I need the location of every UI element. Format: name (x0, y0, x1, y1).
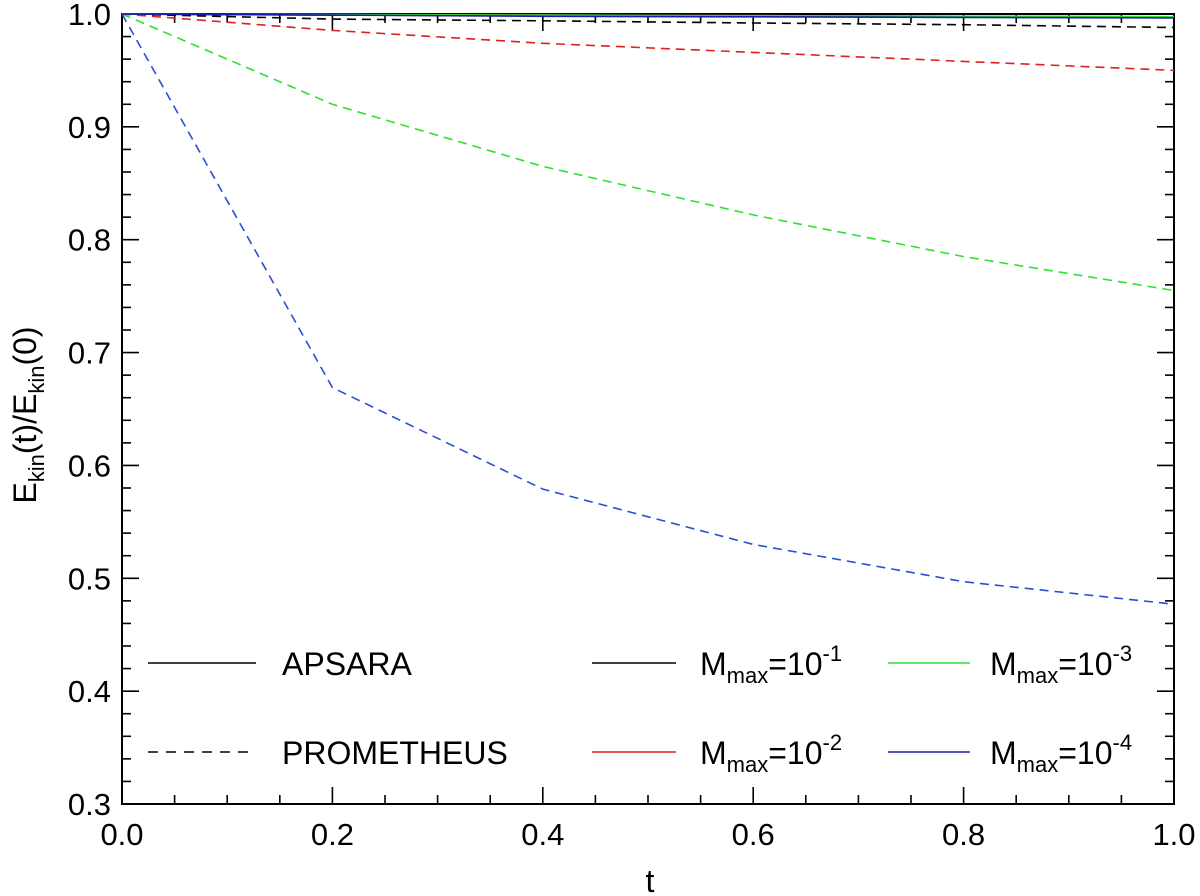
y-tick-label: 0.6 (68, 448, 111, 483)
x-tick-label: 0.4 (521, 817, 564, 852)
x-axis-label: t (646, 863, 655, 896)
series-layer (121, 13, 1175, 605)
legend-label-mmax--2: Mmax=10-2 (700, 730, 842, 777)
y-tick-label: 0.8 (68, 223, 111, 258)
legend-label-apsara: APSARA (282, 646, 412, 682)
x-tick-label: 0.2 (311, 817, 354, 852)
prometheus-series-line (121, 13, 1175, 72)
apsara-series-line (121, 13, 1175, 19)
legend: APSARA PROMETHEUS Mmax=10-1 Mmax=10-2 Mmax=1… (148, 641, 1132, 777)
prometheus-series-line (121, 13, 1175, 605)
x-tick-label: 0.8 (942, 817, 985, 852)
y-tick-label: 0.7 (68, 336, 111, 371)
legend-label-mmax--3: Mmax=10-3 (990, 641, 1132, 688)
y-tick-label: 0.3 (68, 787, 111, 822)
plot-frame: 0.0 0.2 0.4 0.6 0.8 1.0 0.3 0.4 0.5 0.6 0.7 0.8 0.9 1… (68, 0, 1196, 852)
x-tick-label: 0.6 (732, 817, 775, 852)
y-tick-label: 0.9 (68, 110, 111, 145)
y-tick-label: 0.5 (68, 561, 111, 596)
prometheus-series-line (121, 13, 1175, 292)
legend-label-prometheus: PROMETHEUS (282, 735, 508, 771)
legend-label-mmax--4: Mmax=10-4 (990, 730, 1132, 777)
legend-label-mmax--1: Mmax=10-1 (700, 641, 842, 688)
y-tick-label: 0.4 (68, 674, 111, 709)
prometheus-series-line (121, 13, 1175, 29)
x-tick-label: 1.0 (1152, 817, 1195, 852)
y-axis-label: Ekin(t)/Ekin(0) (7, 326, 49, 503)
x-tick-label: 0.0 (100, 817, 143, 852)
y-tick-label: 1.0 (68, 0, 111, 32)
